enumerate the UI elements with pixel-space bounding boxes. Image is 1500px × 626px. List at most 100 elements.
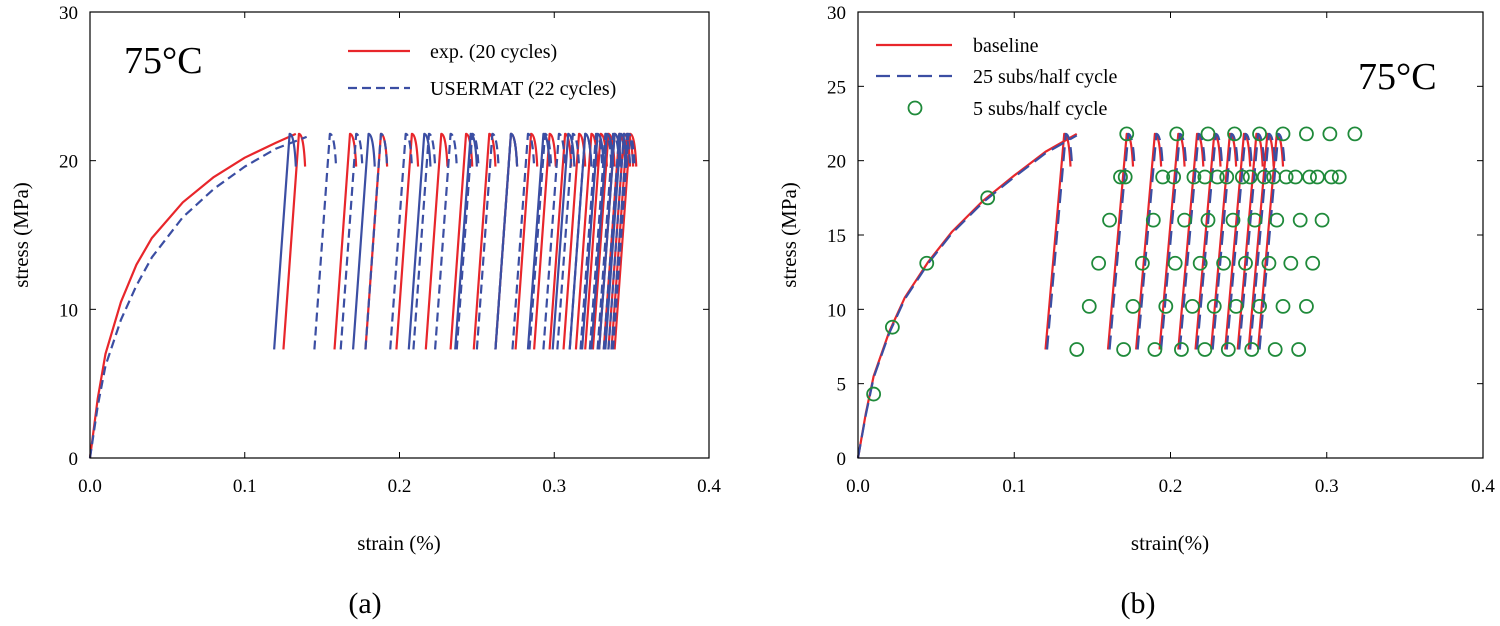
data-point xyxy=(1158,298,1174,314)
series-0-cycle xyxy=(282,132,307,350)
data-point xyxy=(1275,126,1291,142)
x-tick-label: 0.2 xyxy=(388,476,412,497)
x-tick-label: 0.0 xyxy=(846,476,870,497)
series-1-cycle xyxy=(1225,132,1253,350)
data-point xyxy=(1331,169,1347,185)
y-tick-label: 0 xyxy=(837,449,847,470)
data-point xyxy=(1291,342,1307,357)
data-point xyxy=(1302,169,1317,185)
panel-b-plot-area xyxy=(856,126,1363,459)
legend-b-25subs-label: 25 subs/half cycle xyxy=(973,66,1118,88)
data-point xyxy=(1113,169,1128,185)
series-2-cycle xyxy=(598,132,622,350)
series-2-cycle xyxy=(273,132,297,350)
panel-a-plot-area xyxy=(88,132,638,459)
y-tick-label: 0 xyxy=(69,449,79,470)
panel-b-xlabel: strain(%) xyxy=(1131,531,1209,555)
panel-b-legend: baseline 25 subs/half cycle 5 subs/half … xyxy=(876,35,1118,120)
series-0-cycle xyxy=(533,132,557,350)
series-0-cycle xyxy=(514,132,539,350)
data-point xyxy=(1322,126,1338,142)
series-1-cycle xyxy=(1045,132,1074,350)
data-point xyxy=(1117,169,1133,185)
series-0-initial-loading xyxy=(856,132,1078,459)
data-point xyxy=(1134,255,1150,271)
series-1-cycle xyxy=(1258,132,1286,350)
data-point xyxy=(1206,298,1222,314)
legend-a-exp-label: exp. (20 cycles) xyxy=(430,41,557,63)
panel-b-ylabel: stress (MPa) xyxy=(777,182,801,288)
series-0-cycle xyxy=(472,132,497,350)
data-point xyxy=(1147,342,1163,357)
series-1-cycle xyxy=(1211,132,1239,350)
y-tick-label: 10 xyxy=(59,300,78,321)
series-1-initial-loading xyxy=(88,135,308,459)
y-tick-label: 15 xyxy=(827,226,846,247)
series-1-cycle xyxy=(556,132,581,350)
series-2-cycle xyxy=(494,132,519,350)
data-point xyxy=(1116,342,1132,357)
series-0-cycle xyxy=(424,132,449,350)
series-0-cycle xyxy=(1135,132,1163,350)
data-point xyxy=(1200,212,1216,228)
data-point xyxy=(1216,255,1232,271)
panel-a-label: (a) xyxy=(348,587,381,620)
data-point xyxy=(1186,169,1202,185)
y-tick-label: 30 xyxy=(827,3,846,24)
data-point xyxy=(1309,169,1325,185)
data-point xyxy=(1266,169,1282,185)
y-tick-label: 30 xyxy=(59,3,78,24)
series-1-cycle xyxy=(339,132,364,350)
series-0-cycle xyxy=(1044,132,1072,350)
series-0-cycle xyxy=(1247,132,1275,350)
legend-b-5subs-label: 5 subs/half cycle xyxy=(973,98,1108,120)
data-point xyxy=(1242,169,1258,185)
series-2-cycle xyxy=(551,132,576,350)
series-2-cycle xyxy=(604,132,629,350)
series-0-cycle xyxy=(1177,132,1205,350)
panel-b-temperature: 75°C xyxy=(1358,56,1437,98)
series-1-initial-loading xyxy=(856,134,1078,459)
data-point xyxy=(1069,342,1085,357)
series-1-cycle xyxy=(1160,132,1188,350)
series-1-cycle xyxy=(475,132,500,350)
series-1-cycle xyxy=(313,132,338,350)
data-point xyxy=(1267,342,1283,357)
series-1-cycle xyxy=(1136,132,1164,350)
series-2-cycle xyxy=(351,132,376,350)
data-point xyxy=(1347,126,1363,142)
series-1-cycle xyxy=(1178,132,1206,350)
data-point xyxy=(1299,126,1314,142)
data-point xyxy=(1234,169,1250,185)
y-tick-label: 20 xyxy=(827,152,846,173)
data-point xyxy=(1102,212,1117,228)
series-0-initial-loading xyxy=(88,132,297,459)
x-tick-label: 0.0 xyxy=(78,476,102,497)
data-point xyxy=(1197,169,1213,185)
y-tick-label: 25 xyxy=(827,77,846,98)
data-point xyxy=(1174,342,1189,357)
series-1-cycle xyxy=(607,132,632,350)
data-point xyxy=(1252,298,1267,314)
data-point xyxy=(1177,212,1192,228)
data-point xyxy=(1314,212,1330,228)
series-1-cycle xyxy=(1195,132,1224,350)
panel-a-xlabel: strain (%) xyxy=(357,531,440,555)
data-point xyxy=(919,255,935,271)
data-point xyxy=(1145,212,1161,228)
series-0-cycle xyxy=(1224,132,1252,350)
y-tick-label: 5 xyxy=(837,375,847,396)
series-1-cycle xyxy=(611,132,636,350)
panel-a-ticks: 0.0 0.1 0.2 0.3 0.4 0 10 20 30 xyxy=(59,3,721,497)
panel-a-ylabel: stress (MPa) xyxy=(9,182,33,288)
panel-b: 0.0 0.1 0.2 0.3 0.4 0 5 10 15 20 25 30 75°C baselin… xyxy=(777,3,1495,620)
data-point xyxy=(1119,126,1135,142)
data-point xyxy=(1269,212,1285,228)
data-point xyxy=(1091,255,1107,271)
series-0-cycle xyxy=(562,132,587,350)
data-point xyxy=(1155,169,1171,185)
series-0-cycle xyxy=(1158,132,1186,350)
y-tick-label: 10 xyxy=(827,300,846,321)
series-1-cycle xyxy=(1238,132,1266,350)
data-point xyxy=(1192,255,1208,271)
